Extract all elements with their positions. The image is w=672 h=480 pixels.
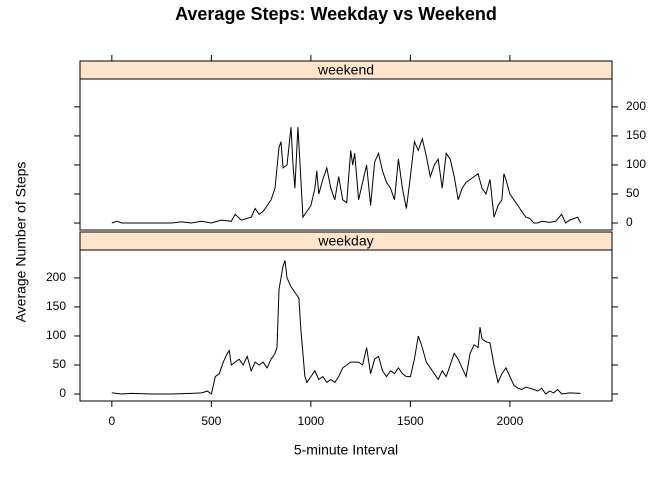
- y-tick-label: 50: [53, 357, 67, 371]
- x-axis-title: 5-minute Interval: [294, 442, 398, 458]
- y-tick-label: 100: [46, 328, 66, 342]
- y-tick-label: 150: [626, 128, 646, 142]
- x-tick-label: 500: [201, 414, 221, 428]
- x-tick-label: 0: [109, 414, 116, 428]
- y-tick-label: 0: [59, 386, 66, 400]
- strip-label: weekday: [317, 233, 373, 249]
- y-tick-label: 50: [626, 186, 640, 200]
- panel-frame: [79, 78, 613, 231]
- strip-label: weekend: [317, 62, 374, 78]
- y-tick-label: 0: [626, 215, 633, 229]
- y-tick-label: 150: [46, 299, 66, 313]
- x-tick-label: 1500: [397, 414, 424, 428]
- y-tick-label: 200: [46, 270, 66, 284]
- series-line: [111, 127, 582, 224]
- panel-frame: [79, 249, 613, 402]
- chart-title: Average Steps: Weekday vs Weekend: [175, 4, 497, 24]
- y-axis-title: Average Number of Steps: [13, 162, 29, 323]
- y-tick-label: 100: [626, 157, 646, 171]
- y-tick-label: 200: [626, 99, 646, 113]
- series-line: [111, 260, 581, 395]
- x-tick-label: 1000: [298, 414, 325, 428]
- x-tick-label: 2000: [497, 414, 524, 428]
